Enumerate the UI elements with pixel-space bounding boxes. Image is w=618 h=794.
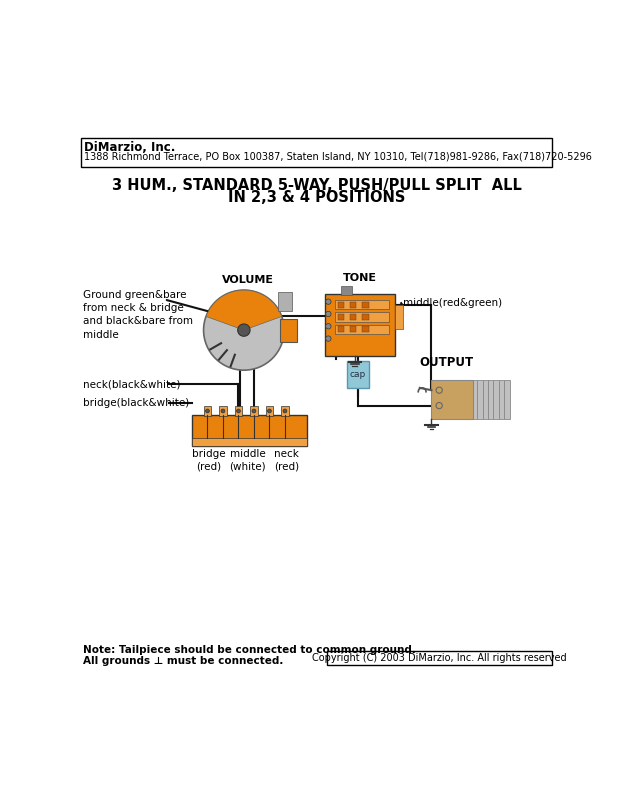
Text: middle(red&green): middle(red&green) xyxy=(403,299,502,308)
Circle shape xyxy=(326,324,331,329)
Bar xyxy=(431,380,473,418)
Bar xyxy=(192,438,307,445)
Circle shape xyxy=(206,409,210,413)
Bar xyxy=(250,406,258,416)
Bar xyxy=(81,137,552,167)
Bar xyxy=(337,314,344,320)
Bar xyxy=(395,306,403,329)
Bar xyxy=(334,312,389,322)
Text: bridge
(red): bridge (red) xyxy=(192,449,226,471)
Circle shape xyxy=(268,409,271,413)
Bar xyxy=(266,406,273,416)
Bar xyxy=(504,380,510,418)
Text: neck
(red): neck (red) xyxy=(274,449,299,471)
Circle shape xyxy=(326,299,331,304)
Bar xyxy=(278,291,292,311)
Text: 3 HUM., STANDARD 5-WAY, PUSH/PULL SPLIT  ALL: 3 HUM., STANDARD 5-WAY, PUSH/PULL SPLIT … xyxy=(112,179,522,194)
Circle shape xyxy=(436,403,442,409)
Bar xyxy=(483,380,488,418)
Text: neck(black&white): neck(black&white) xyxy=(83,379,181,389)
Bar xyxy=(350,314,356,320)
Text: All grounds ⊥ must be connected.: All grounds ⊥ must be connected. xyxy=(83,656,284,666)
Bar xyxy=(334,300,389,310)
Bar xyxy=(362,326,369,333)
Circle shape xyxy=(436,387,442,393)
Bar xyxy=(350,326,356,333)
Bar xyxy=(192,414,307,445)
Text: middle
(white): middle (white) xyxy=(229,449,266,471)
Text: Copyright (C) 2003 DiMarzio, Inc. All rights reserved: Copyright (C) 2003 DiMarzio, Inc. All ri… xyxy=(312,653,567,663)
Bar xyxy=(493,380,499,418)
Text: DiMarzio, Inc.: DiMarzio, Inc. xyxy=(84,141,176,155)
Bar xyxy=(362,314,369,320)
Text: TONE: TONE xyxy=(343,273,377,283)
Circle shape xyxy=(326,311,331,317)
Circle shape xyxy=(237,409,240,413)
Text: bridge(black&white): bridge(black&white) xyxy=(83,399,190,408)
Bar xyxy=(334,325,389,334)
Text: VOLUME: VOLUME xyxy=(222,276,274,286)
Circle shape xyxy=(283,409,287,413)
Bar xyxy=(472,380,477,418)
Circle shape xyxy=(238,324,250,337)
Bar xyxy=(467,380,472,418)
Bar xyxy=(347,361,369,388)
Text: Ground green&bare
from neck & bridge
and black&bare from
middle: Ground green&bare from neck & bridge and… xyxy=(83,290,193,340)
Text: IN 2,3 & 4 POSITIONS: IN 2,3 & 4 POSITIONS xyxy=(228,190,405,205)
Text: 1388 Richmond Terrace, PO Box 100387, Staten Island, NY 10310, Tel(718)981-9286,: 1388 Richmond Terrace, PO Box 100387, St… xyxy=(84,152,592,161)
Text: OUTPUT: OUTPUT xyxy=(420,356,474,368)
Bar xyxy=(350,302,356,308)
Text: Note: Tailpiece should be connected to common ground.: Note: Tailpiece should be connected to c… xyxy=(83,645,417,655)
Bar xyxy=(327,651,551,665)
Bar xyxy=(341,287,352,295)
Bar xyxy=(362,302,369,308)
Bar xyxy=(325,294,395,356)
Text: cap: cap xyxy=(350,369,366,379)
Bar xyxy=(203,406,211,416)
Bar xyxy=(281,318,297,341)
Circle shape xyxy=(203,290,284,370)
Bar xyxy=(337,326,344,333)
Bar xyxy=(281,406,289,416)
Circle shape xyxy=(252,409,256,413)
Bar xyxy=(219,406,227,416)
Bar xyxy=(488,380,493,418)
Circle shape xyxy=(326,336,331,341)
Circle shape xyxy=(221,409,225,413)
Bar xyxy=(235,406,242,416)
Bar xyxy=(337,302,344,308)
Bar xyxy=(477,380,483,418)
Bar xyxy=(499,380,504,418)
Wedge shape xyxy=(206,290,282,330)
